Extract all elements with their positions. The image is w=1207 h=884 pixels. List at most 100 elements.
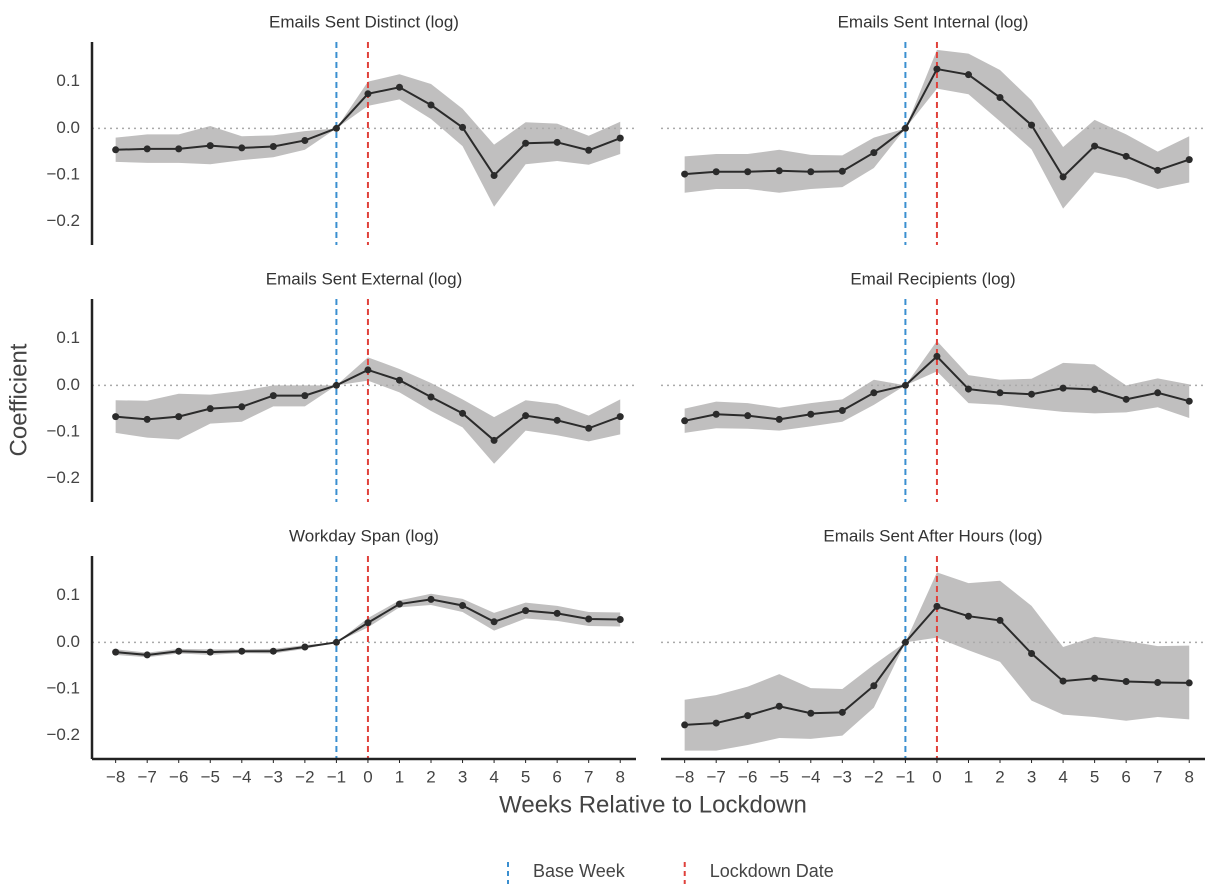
point — [681, 170, 689, 178]
point — [1028, 390, 1036, 398]
point — [933, 602, 941, 610]
point — [175, 413, 183, 421]
x-tick-label: −5 — [201, 767, 220, 786]
x-tick-label: −2 — [295, 767, 314, 786]
point — [681, 721, 689, 729]
y-tick-label: 0.0 — [56, 375, 80, 394]
x-tick-label: −7 — [137, 767, 156, 786]
point — [1185, 679, 1193, 687]
panel-title: Emails Sent External (log) — [266, 269, 463, 288]
point — [1122, 395, 1130, 403]
y-tick-label: −0.1 — [46, 678, 80, 697]
x-tick-label: −2 — [864, 767, 883, 786]
point — [901, 638, 909, 646]
point — [112, 648, 120, 656]
panel-title: Emails Sent Internal (log) — [838, 12, 1029, 31]
point — [807, 709, 815, 717]
y-tick-label: 0.1 — [56, 71, 80, 90]
point — [427, 101, 435, 109]
point — [838, 167, 846, 175]
x-tick-label: 3 — [458, 767, 467, 786]
y-tick-label: 0.1 — [56, 585, 80, 604]
point — [301, 643, 309, 651]
point — [807, 168, 815, 176]
point — [175, 145, 183, 153]
x-tick-label: 0 — [932, 767, 941, 786]
x-tick-label: 8 — [615, 767, 624, 786]
point — [332, 381, 340, 389]
point — [206, 405, 214, 413]
point — [964, 71, 972, 79]
point — [364, 619, 372, 627]
point — [427, 595, 435, 603]
point — [996, 389, 1004, 397]
point — [1059, 677, 1067, 685]
point — [1154, 389, 1162, 397]
point — [933, 65, 941, 73]
point — [112, 413, 120, 421]
point — [332, 124, 340, 132]
point — [490, 618, 498, 626]
point — [1122, 152, 1130, 160]
point — [553, 609, 561, 617]
x-tick-label: 2 — [426, 767, 435, 786]
point — [1154, 166, 1162, 174]
point — [206, 142, 214, 150]
y-tick-label: 0.0 — [56, 632, 80, 651]
point — [269, 392, 277, 400]
point — [112, 146, 120, 154]
point — [585, 615, 593, 623]
x-tick-label: −6 — [169, 767, 188, 786]
point — [1122, 678, 1130, 686]
y-tick-label: −0.2 — [46, 468, 80, 487]
point — [1091, 674, 1099, 682]
point — [490, 171, 498, 179]
point — [964, 385, 972, 393]
point — [459, 601, 467, 609]
point — [553, 416, 561, 424]
point — [1028, 121, 1036, 129]
point — [775, 167, 783, 175]
confidence-band — [684, 572, 1190, 751]
point — [459, 123, 467, 131]
point — [427, 393, 435, 401]
point — [238, 144, 246, 152]
point — [616, 413, 624, 421]
point — [553, 138, 561, 146]
point — [996, 94, 1004, 102]
point — [712, 168, 720, 176]
point — [332, 638, 340, 646]
point — [395, 376, 403, 384]
x-tick-label: 7 — [1153, 767, 1162, 786]
x-tick-label: −5 — [770, 767, 789, 786]
point — [870, 682, 878, 690]
point — [901, 124, 909, 132]
point — [1059, 384, 1067, 392]
x-tick-label: −3 — [264, 767, 283, 786]
point — [522, 139, 530, 147]
legend-label: Base Week — [533, 861, 626, 881]
panel-title: Emails Sent After Hours (log) — [823, 526, 1042, 545]
point — [712, 719, 720, 727]
x-tick-label: −8 — [106, 767, 125, 786]
point — [933, 352, 941, 360]
x-tick-label: 3 — [1027, 767, 1036, 786]
panel-title: Workday Span (log) — [289, 526, 439, 545]
point — [996, 616, 1004, 624]
x-tick-label: 8 — [1184, 767, 1193, 786]
point — [364, 366, 372, 374]
point — [1091, 386, 1099, 394]
x-tick-label: 1 — [395, 767, 404, 786]
point — [395, 600, 403, 608]
point — [616, 615, 624, 623]
panel-title: Email Recipients (log) — [850, 269, 1015, 288]
point — [269, 647, 277, 655]
x-tick-label: 1 — [964, 767, 973, 786]
point — [744, 168, 752, 176]
panel-title: Emails Sent Distinct (log) — [269, 12, 459, 31]
point — [585, 146, 593, 154]
y-tick-label: −0.1 — [46, 164, 80, 183]
x-tick-label: −3 — [833, 767, 852, 786]
